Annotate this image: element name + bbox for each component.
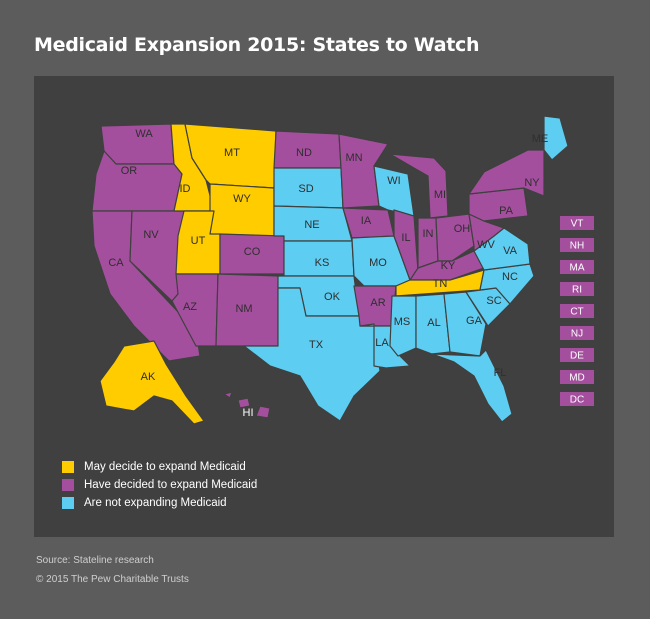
small-state-label-nj: NJ (571, 329, 583, 340)
state-label-or: OR (121, 165, 138, 177)
small-state-box-de (560, 348, 594, 362)
legend-label-not: Are not expanding Medicaid (84, 497, 227, 509)
state-label-tx: TX (309, 339, 324, 351)
state-label-va: VA (503, 245, 518, 257)
copyright-note: © 2015 The Pew Charitable Trusts (36, 574, 189, 585)
legend-swatch-not (62, 497, 74, 509)
state-label-wy: WY (233, 193, 251, 205)
state-label-ia: IA (361, 215, 372, 227)
state-label-tn: TN (433, 278, 448, 290)
state-label-la: LA (375, 337, 389, 349)
state-label-co: CO (244, 246, 261, 258)
legend-label-may: May decide to expand Medicaid (84, 461, 246, 473)
state-tx (243, 287, 381, 422)
legend-swatch-decided (62, 479, 74, 491)
legend-swatch-may (62, 461, 74, 473)
state-label-fl: FL (494, 367, 507, 379)
small-state-label-ct: CT (570, 307, 583, 318)
state-wi (373, 165, 415, 217)
small-state-label-nh: NH (570, 241, 584, 252)
state-label-ne: NE (304, 219, 319, 231)
state-oh (435, 213, 475, 262)
state-label-nv: NV (143, 229, 159, 241)
state-ny (468, 149, 545, 197)
state-hi (223, 391, 271, 419)
state-label-mt: MT (224, 147, 240, 159)
state-label-ut: UT (191, 235, 206, 247)
small-state-label-vt: VT (571, 219, 584, 230)
state-label-mn: MN (345, 152, 362, 164)
state-label-az: AZ (183, 301, 197, 313)
small-state-label-dc: DC (570, 395, 584, 406)
state-label-wi: WI (387, 175, 400, 187)
state-label-mo: MO (369, 257, 387, 269)
state-label-sc: SC (486, 295, 501, 307)
state-al (415, 293, 451, 355)
state-label-hi: HI (243, 407, 254, 419)
state-label-ok: OK (324, 291, 341, 303)
state-label-ms: MS (394, 316, 411, 328)
state-label-me: ME (532, 133, 549, 145)
legend-item-not: Are not expanding Medicaid (62, 494, 257, 512)
small-state-label-de: DE (570, 351, 584, 362)
state-me (543, 115, 569, 161)
state-ms (389, 295, 417, 357)
map-title: Medicaid Expansion 2015: States to Watch (34, 34, 480, 56)
state-mi (389, 153, 449, 219)
state-label-nc: NC (502, 271, 518, 283)
small-state-box-vt (560, 216, 594, 230)
state-label-in: IN (423, 228, 434, 240)
legend-item-may: May decide to expand Medicaid (62, 458, 257, 476)
state-label-ca: CA (108, 257, 124, 269)
state-wy (209, 183, 275, 237)
legend-label-decided: Have decided to expand Medicaid (84, 479, 258, 491)
state-label-ga: GA (466, 315, 483, 327)
state-label-mi: MI (434, 189, 446, 201)
small-state-label-ma: MA (570, 263, 585, 274)
state-label-oh: OH (454, 223, 471, 235)
legend-item-decided: Have decided to expand Medicaid (62, 476, 257, 494)
state-label-il: IL (401, 232, 410, 244)
state-label-wa: WA (135, 128, 153, 140)
state-label-ny: NY (524, 177, 540, 189)
us-map: WA OR CA NV ID MT WY UT AZ CO NM ND SD NE KS OK TX MN IA MO… (91, 115, 594, 425)
small-state-box-nh (560, 238, 594, 252)
map-legend: May decide to expand Medicaid Have decid… (62, 458, 257, 512)
source-note: Source: Stateline research (36, 555, 154, 566)
state-label-nd: ND (296, 147, 312, 159)
small-state-box-ri (560, 282, 594, 296)
small-states-layer: VT NH MA RI CT NJ DE MD DC (560, 216, 594, 406)
state-label-ak: AK (141, 371, 156, 383)
state-label-ar: AR (370, 297, 385, 309)
state-label-pa: PA (499, 205, 514, 217)
state-label-sd: SD (298, 183, 313, 195)
state-label-ks: KS (315, 257, 330, 269)
state-label-wv: WV (477, 239, 495, 251)
small-state-box-dc (560, 392, 594, 406)
small-state-box-nj (560, 326, 594, 340)
state-ga (443, 291, 487, 357)
map-panel: WA OR CA NV ID MT WY UT AZ CO NM ND SD NE KS OK TX MN IA MO… (34, 76, 614, 537)
small-state-label-md: MD (569, 373, 585, 384)
states-layer: WA OR CA NV ID MT WY UT AZ CO NM ND SD NE KS OK TX MN IA MO… (91, 115, 569, 425)
small-state-box-md (560, 370, 594, 384)
state-ak (99, 340, 205, 425)
small-state-box-ma (560, 260, 594, 274)
state-in (417, 217, 439, 269)
state-fl (431, 349, 513, 423)
small-state-label-ri: RI (572, 285, 582, 296)
state-label-ky: KY (441, 260, 456, 272)
state-label-al: AL (427, 317, 440, 329)
state-label-nm: NM (235, 303, 252, 315)
small-state-box-ct (560, 304, 594, 318)
state-label-id: ID (180, 183, 191, 195)
